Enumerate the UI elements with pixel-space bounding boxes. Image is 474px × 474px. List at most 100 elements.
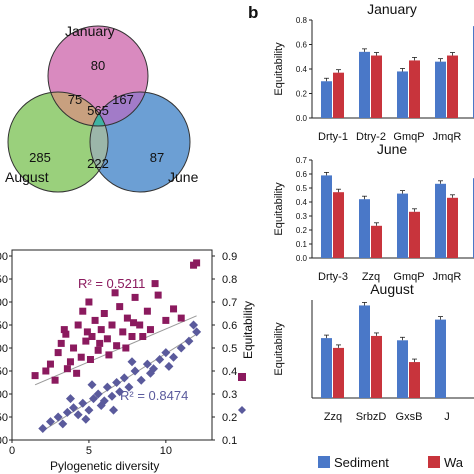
bar-category-label: Drty-3: [318, 271, 348, 283]
bar-panel-title: June: [377, 141, 408, 157]
scatter-point: [119, 328, 127, 336]
bar-category-label: GmqP: [393, 131, 424, 143]
bar: [435, 319, 446, 398]
bar: [359, 199, 370, 258]
bar-panel-ytick-label: 0.3: [296, 212, 308, 221]
scatter-point: [108, 321, 116, 329]
scatter-point: [155, 355, 165, 364]
scatter-trendline: [34, 315, 197, 386]
scatter-y2tick-label: 0.6: [222, 320, 237, 332]
scatter-legend-diamond: [238, 406, 246, 414]
scatter-ytick-label: 00: [0, 251, 8, 263]
scatter-point: [136, 321, 144, 329]
bar-panel-ytick-label: 0.4: [296, 198, 308, 207]
bar-panel-ytick-label: 0.8: [296, 16, 308, 25]
scatter-point: [177, 314, 185, 322]
venn-value: 75: [68, 92, 82, 107]
bar-panel-ytick-label: 0.6: [296, 41, 308, 50]
scatter-point: [51, 376, 59, 384]
scatter-point: [116, 303, 124, 311]
scatter-point: [131, 293, 139, 301]
scatter-point: [85, 298, 93, 306]
bar: [447, 55, 458, 118]
scatter-point: [74, 321, 82, 329]
scatter-ytick-label: 50: [0, 412, 8, 424]
bar-category-label: Zzq: [324, 411, 342, 423]
venn-value: 285: [29, 150, 51, 165]
scatter-point: [127, 357, 137, 367]
scatter-y2tick-label: 0.5: [222, 343, 237, 355]
venn-outline: [7, 91, 109, 193]
scatter-point: [151, 280, 159, 288]
scatter-point: [184, 336, 194, 346]
bar: [397, 193, 408, 258]
scatter-point: [79, 307, 87, 315]
scatter-point: [102, 382, 112, 392]
venn-label-june: June: [168, 169, 199, 185]
scatter-point: [54, 349, 62, 357]
scatter-point: [63, 365, 71, 373]
scatter-point: [100, 310, 108, 317]
bar-category-label: GxsB: [396, 411, 423, 423]
scatter-ytick-label: 00: [0, 343, 8, 355]
scatter-ytick-label: 00: [0, 297, 8, 309]
bar: [321, 338, 332, 398]
scatter-y2tick-label: 0.1: [222, 435, 237, 447]
bar-panel-ytick-label: 0.2: [296, 226, 308, 235]
scatter-plot: 0050005000500050000.10.20.30.40.50.60.70…: [0, 249, 246, 457]
scatter-y2tick-label: 0.2: [222, 412, 237, 424]
scatter-point: [45, 417, 55, 427]
scatter-point: [96, 339, 104, 347]
scatter-r2-label-2: R² = 0.8474: [120, 388, 188, 403]
panel-b-label: b: [248, 3, 258, 22]
bar-category-label: Drty-1: [318, 131, 348, 143]
scatter-point: [193, 259, 201, 267]
scatter-ytick-label: 50: [0, 366, 8, 378]
bar: [333, 192, 344, 258]
scatter-point: [146, 326, 154, 334]
bar: [333, 72, 344, 118]
scatter-point: [105, 351, 113, 359]
scatter-point: [111, 289, 119, 297]
bar-category-label: J: [444, 411, 450, 423]
scatter-point: [57, 339, 65, 347]
scatter-point: [107, 391, 117, 401]
scatter-xtick-label: 5: [86, 445, 92, 457]
bar-panel-ylabel: Equitability: [273, 182, 285, 236]
scatter-point: [119, 373, 129, 383]
scatter-y2tick-label: 0.7: [222, 297, 237, 309]
scatter-point: [87, 380, 97, 390]
scatter-point: [86, 356, 94, 363]
scatter-point: [88, 333, 96, 340]
scatter-point: [82, 337, 90, 345]
scatter-point: [97, 326, 105, 334]
scatter-point: [164, 361, 174, 371]
scatter-point: [154, 291, 162, 299]
scatter-point: [115, 387, 125, 397]
scatter-y2tick-label: 0.4: [222, 366, 237, 378]
scatter-point: [70, 344, 78, 352]
scatter-point: [130, 366, 140, 376]
scatter-point: [96, 401, 106, 410]
scatter-point: [176, 343, 186, 353]
bar-panel-ylabel: Equitability: [273, 322, 285, 376]
scatter-y2tick-label: 0.8: [222, 274, 237, 286]
scatter-point: [189, 320, 199, 330]
venn-outline: [89, 91, 191, 193]
scatter-point: [73, 369, 81, 377]
bar: [371, 225, 382, 258]
bar-panel-ytick-label: 0.0: [296, 254, 308, 263]
scatter-r2-label-1: R² = 0.5211: [78, 276, 145, 291]
scatter-point: [109, 405, 119, 415]
bar-panel-ytick-label: 0.4: [296, 65, 308, 74]
scatter-y2-label: Equitability: [241, 301, 255, 359]
bar: [397, 71, 408, 118]
bar: [371, 335, 382, 398]
scatter-point: [103, 335, 111, 343]
legend-swatch-water: [428, 456, 440, 468]
venn-overlap-jan-aug: [48, 92, 108, 126]
scatter-point: [83, 328, 91, 336]
scatter-point: [142, 359, 152, 369]
bar: [321, 81, 332, 118]
scatter-point: [93, 389, 103, 399]
